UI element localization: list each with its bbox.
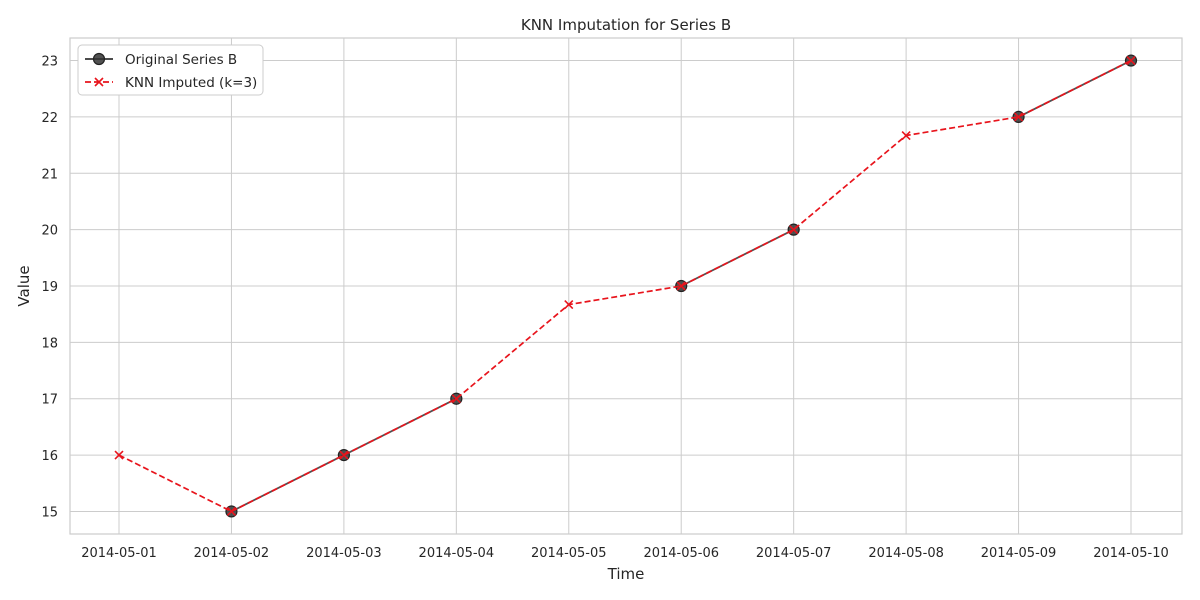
series-imputed xyxy=(114,55,1136,517)
legend-label: KNN Imputed (k=3) xyxy=(125,75,257,91)
imputed-point xyxy=(94,77,104,87)
imputed-point xyxy=(676,281,686,291)
x-axis-label: Time xyxy=(607,565,645,583)
x-tick-label: 2014-05-05 xyxy=(531,546,607,561)
y-tick-label: 16 xyxy=(41,449,58,464)
x-tick-label: 2014-05-08 xyxy=(868,546,944,561)
y-tick-label: 23 xyxy=(41,55,58,70)
legend-label: Original Series B xyxy=(125,52,237,68)
x-tick-label: 2014-05-02 xyxy=(194,546,270,561)
y-tick-label: 22 xyxy=(41,111,58,126)
imputed-point xyxy=(339,450,349,460)
series-layer xyxy=(114,54,1138,518)
series-b-point xyxy=(92,52,106,66)
imputed-point xyxy=(564,300,574,310)
y-tick-label: 17 xyxy=(41,393,58,408)
x-tick-label: 2014-05-04 xyxy=(419,546,495,561)
chart-title: KNN Imputation for Series B xyxy=(521,16,731,34)
y-tick-label: 21 xyxy=(41,167,58,182)
series-line xyxy=(118,59,1132,513)
imputed-point xyxy=(901,130,911,141)
imputed-point xyxy=(1126,55,1136,66)
x-tick-labels: 2014-05-01 2014-05-02 2014-05-03 2014-05-04… xyxy=(81,546,1169,561)
imputed-point xyxy=(226,506,237,517)
y-tick-labels: 15 16 17 18 19 20 21 22 23 xyxy=(41,55,58,521)
imputed-point xyxy=(1013,112,1024,122)
x-tick-label: 2014-05-03 xyxy=(306,546,382,561)
imputed-point xyxy=(789,225,799,235)
legend: Original Series B KNN Imputed (k=3) xyxy=(77,44,264,96)
x-tick-label: 2014-05-01 xyxy=(81,546,157,561)
y-tick-label: 18 xyxy=(41,336,58,351)
x-tick-label: 2014-05-07 xyxy=(756,546,832,561)
x-tick-label: 2014-05-09 xyxy=(981,546,1057,561)
x-tick-label: 2014-05-06 xyxy=(643,546,719,561)
imputed-point xyxy=(451,394,461,404)
y-tick-label: 15 xyxy=(41,505,58,520)
imputed-point xyxy=(114,450,124,460)
y-axis-label: Value xyxy=(15,265,33,306)
x-tick-label: 2014-05-10 xyxy=(1093,546,1169,561)
legend-box xyxy=(77,44,264,96)
y-tick-label: 19 xyxy=(41,280,58,295)
y-tick-label: 20 xyxy=(41,224,58,239)
